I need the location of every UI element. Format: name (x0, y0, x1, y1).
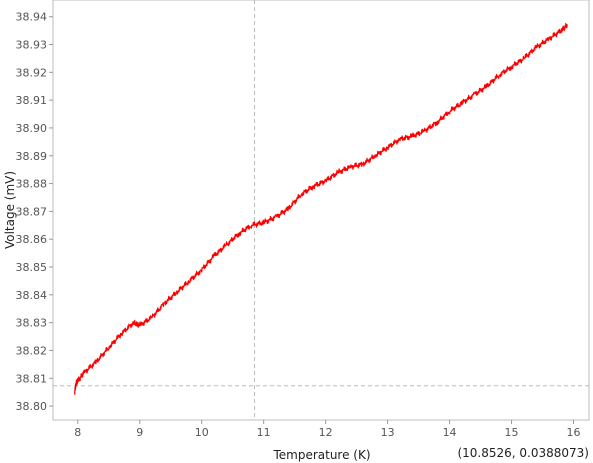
y-tick-label: 38.81 (16, 372, 48, 385)
y-tick-label: 38.93 (16, 39, 48, 52)
x-tick-label: 8 (74, 426, 81, 439)
x-tick-label: 11 (257, 426, 271, 439)
y-tick-label: 38.92 (16, 66, 48, 79)
x-tick-label: 12 (319, 426, 333, 439)
y-axis: 38.80 38.81 38.82 38.83 38.84 38.85 38.86 38.87… (16, 11, 53, 413)
y-tick-label: 38.86 (16, 233, 48, 246)
x-tick-label: 9 (136, 426, 143, 439)
y-tick-label: 38.94 (16, 11, 48, 24)
y-tick-label: 38.85 (16, 261, 48, 274)
x-tick-label: 15 (505, 426, 519, 439)
x-tick-label: 16 (567, 426, 581, 439)
y-tick-label: 38.82 (16, 344, 48, 357)
y-axis-title: Voltage (mV) (3, 171, 17, 249)
y-tick-label: 38.89 (16, 150, 48, 163)
y-tick-label: 38.83 (16, 317, 48, 330)
y-tick-label: 38.91 (16, 94, 48, 107)
x-axis-title: Temperature (K) (272, 448, 370, 462)
x-tick-label: 14 (443, 426, 457, 439)
voltage-series-line (74, 22, 568, 395)
plot-area[interactable] (52, 0, 590, 421)
y-tick-label: 38.80 (16, 400, 48, 413)
x-tick-label: 10 (195, 426, 209, 439)
x-tick-label: 13 (381, 426, 395, 439)
x-axis: 8 9 10 11 12 13 14 15 16 (74, 420, 581, 439)
y-tick-label: 38.90 (16, 122, 48, 135)
y-tick-label: 38.88 (16, 178, 48, 191)
cursor-coordinate-readout: (10.8526, 0.0388073) (457, 446, 589, 460)
y-tick-label: 38.84 (16, 289, 48, 302)
y-tick-label: 38.87 (16, 205, 48, 218)
